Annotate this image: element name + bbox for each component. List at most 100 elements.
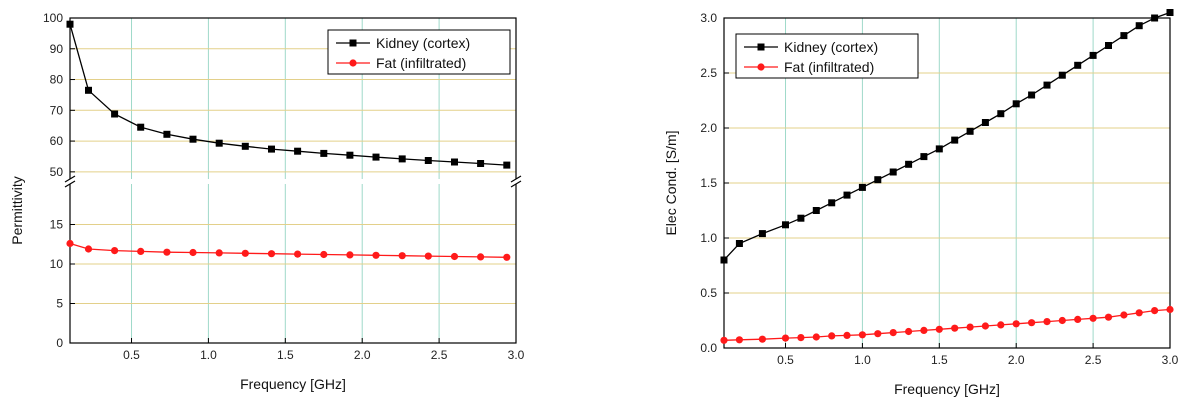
data-point <box>1135 22 1143 30</box>
data-point <box>758 335 767 343</box>
x-tick-label: 2.5 <box>1085 353 1102 367</box>
data-point <box>163 248 171 256</box>
data-point <box>398 252 406 260</box>
x-tick-label: 1.5 <box>931 353 948 367</box>
x-axis-title: Frequency [GHz] <box>894 381 1000 397</box>
data-point <box>1028 91 1036 99</box>
data-point <box>951 136 959 144</box>
data-point <box>346 251 354 259</box>
x-tick-label: 2.0 <box>1008 353 1025 367</box>
data-point <box>320 250 328 259</box>
data-point <box>477 160 485 167</box>
data-point <box>966 127 974 135</box>
data-point <box>66 239 74 248</box>
data-point <box>1104 313 1113 321</box>
data-point <box>812 207 820 214</box>
data-point <box>320 149 328 157</box>
data-point <box>1120 311 1128 319</box>
data-point <box>1105 42 1112 49</box>
data-point <box>189 248 197 257</box>
data-point <box>189 135 197 143</box>
legend-swatch-marker <box>349 59 357 67</box>
legend-box <box>327 29 511 75</box>
y-tick-label: 3.0 <box>700 11 717 25</box>
data-point <box>477 253 485 261</box>
legend-swatch-marker <box>757 63 765 71</box>
x-axis-title: Frequency [GHz] <box>240 376 346 392</box>
data-point <box>905 327 913 336</box>
y-tick-label: 2.5 <box>700 66 717 80</box>
axis-break-gap <box>64 179 522 184</box>
data-point <box>111 247 119 255</box>
data-point <box>398 155 406 163</box>
data-point <box>1058 71 1066 79</box>
y-tick-label: 90 <box>50 42 64 56</box>
y-tick-label: 0 <box>56 336 63 350</box>
y-axis-title: Elec Cond. [S/m] <box>663 130 679 235</box>
data-point <box>797 334 805 342</box>
data-point <box>450 252 459 261</box>
y-tick-label: 0.0 <box>700 341 717 355</box>
y-tick-label: 80 <box>50 73 64 87</box>
data-point <box>843 191 851 199</box>
data-point <box>85 86 92 94</box>
data-point <box>424 157 432 164</box>
data-point <box>889 329 897 337</box>
data-point <box>1043 318 1051 326</box>
data-point <box>294 147 302 155</box>
legend-label: Fat (infiltrated) <box>376 55 466 71</box>
data-point <box>1089 314 1097 322</box>
axis-break-mark <box>64 175 76 183</box>
y-tick-label: 2.0 <box>700 121 717 135</box>
series-line <box>69 24 507 166</box>
legend-label: Kidney (cortex) <box>376 35 470 51</box>
data-point <box>781 334 790 342</box>
data-point <box>874 176 882 184</box>
data-point <box>997 110 1005 118</box>
data-point <box>812 333 820 341</box>
data-point <box>1074 315 1082 323</box>
data-point <box>981 322 990 330</box>
data-point <box>874 330 882 338</box>
data-point <box>1012 100 1020 108</box>
data-point <box>1058 316 1066 325</box>
data-point <box>84 245 93 253</box>
data-point <box>1166 9 1174 16</box>
x-tick-label: 1.5 <box>277 348 294 362</box>
y-tick-label: 15 <box>50 218 64 232</box>
data-point <box>828 199 836 207</box>
data-point <box>889 168 897 176</box>
y-tick-label: 0.5 <box>700 286 717 300</box>
data-point <box>267 250 276 258</box>
data-point <box>451 158 458 166</box>
axis-break-mark <box>510 175 522 183</box>
y-tick-label: 50 <box>50 165 64 179</box>
data-point <box>1120 32 1128 40</box>
legend-label: Kidney (cortex) <box>784 39 878 55</box>
data-point <box>858 331 867 339</box>
x-tick-label: 3.0 <box>508 348 525 362</box>
x-tick-label: 0.5 <box>123 348 140 362</box>
y-tick-label: 1.5 <box>700 176 717 190</box>
data-point <box>215 249 223 257</box>
x-tick-label: 2.0 <box>354 348 371 362</box>
data-point <box>843 331 851 339</box>
y-tick-label: 70 <box>50 103 64 117</box>
conductivity-chart: 0.0 0.5 1.0 1.5 2.0 2.5 3.0 0.5 1.0 1.5 2.0 2.5 3.0 F… <box>663 9 1179 397</box>
data-point <box>720 336 728 344</box>
y-tick-label: 100 <box>43 11 63 25</box>
y-tick-label: 5 <box>56 297 63 311</box>
data-point <box>920 326 928 334</box>
data-point <box>966 323 974 331</box>
data-point <box>163 130 171 138</box>
data-point <box>935 145 943 153</box>
axis-break-mark <box>64 180 76 188</box>
data-point <box>1151 14 1159 22</box>
data-point <box>797 214 805 222</box>
axis-break-mark <box>510 180 522 188</box>
data-point <box>215 139 223 147</box>
legend-swatch-marker <box>757 43 765 51</box>
data-point <box>720 256 728 264</box>
data-point <box>951 324 959 332</box>
